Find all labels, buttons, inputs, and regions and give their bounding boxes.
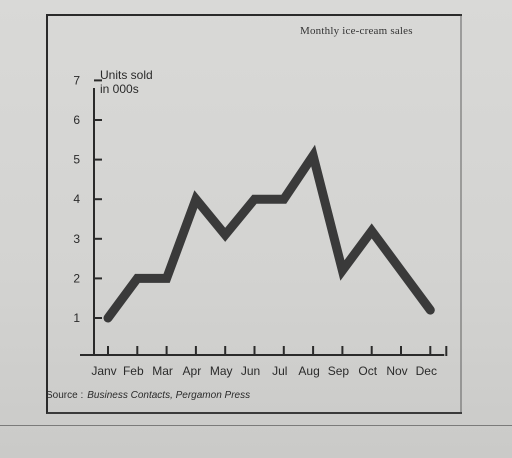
source-note: Source : Business Contacts, Pergamon Pres… <box>46 390 250 401</box>
x-tick-label-feb: Feb <box>123 364 144 378</box>
x-tick-label-dec: Dec <box>416 364 437 378</box>
chart-frame-right-edge <box>460 14 462 414</box>
y-tick-label-5: 5 <box>73 153 80 167</box>
x-tick-label-aug: Aug <box>298 364 319 378</box>
source-label: Source : <box>46 390 84 401</box>
x-tick-label-janv: Janv <box>91 364 116 378</box>
y-axis-ticks: 1 2 3 4 5 6 7 <box>73 73 102 325</box>
data-point-janv <box>107 317 109 319</box>
y-tick-label-1: 1 <box>73 311 80 325</box>
data-point-jun <box>254 198 255 200</box>
series-line-0 <box>103 144 435 323</box>
data-point-feb <box>136 277 138 279</box>
source-text: Business Contacts, Pergamon Press <box>87 390 251 401</box>
data-point-mar <box>166 277 168 279</box>
data-point-sep <box>341 270 343 271</box>
data-point-jul <box>283 198 285 200</box>
x-tick-label-mar: Mar <box>152 364 173 378</box>
y-tick-label-4: 4 <box>73 192 80 206</box>
chart-title: Monthly ice-cream sales <box>300 25 413 37</box>
data-point-nov <box>400 270 402 271</box>
data-point-may <box>224 234 226 236</box>
x-tick-label-nov: Nov <box>386 364 407 378</box>
data-point-oct <box>371 230 373 232</box>
series-layer <box>103 144 435 323</box>
x-tick-label-sep: Sep <box>328 364 350 378</box>
y-tick-label-6: 6 <box>73 113 80 127</box>
x-tick-label-may: May <box>210 364 233 378</box>
x-tick-label-oct: Oct <box>358 364 377 378</box>
data-point-dec <box>429 309 431 311</box>
chart-frame <box>46 14 462 414</box>
y-tick-label-2: 2 <box>73 271 80 285</box>
y-tick-label-3: 3 <box>73 232 80 246</box>
y-tick-label-7: 7 <box>73 73 80 87</box>
x-tick-label-apr: Apr <box>183 364 202 378</box>
x-tick-label-jun: Jun <box>241 364 260 378</box>
data-point-apr <box>195 198 197 200</box>
page-rule <box>0 425 512 426</box>
axes <box>80 88 445 356</box>
x-tick-label-jul: Jul <box>272 364 287 378</box>
x-axis-ticks: Janv Feb Mar Apr May Jun Jul Aug Sep Oct Nov Dec <box>91 346 448 378</box>
y-axis-label: Units sold in 000s <box>100 68 153 96</box>
data-point-aug <box>312 155 314 157</box>
